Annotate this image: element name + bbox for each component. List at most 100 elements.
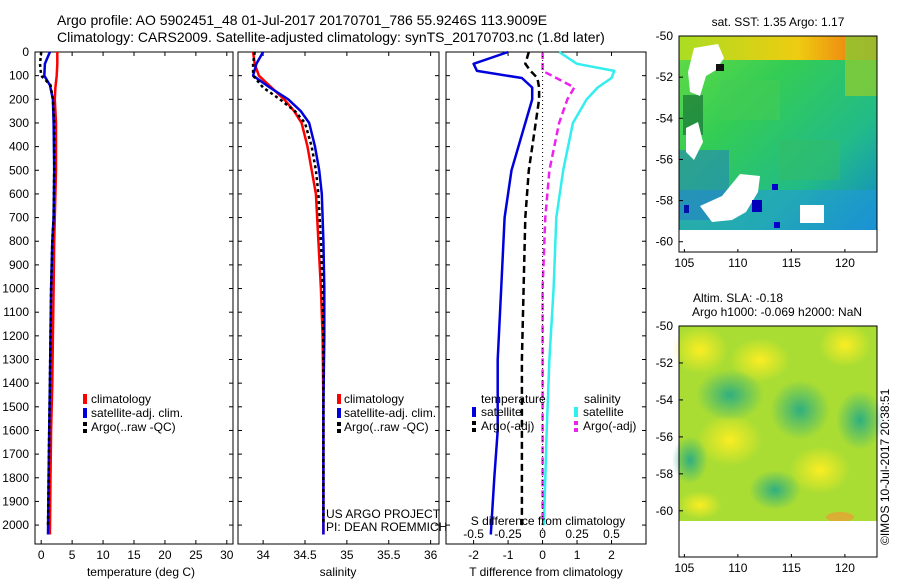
sla-x-tick-label: 115 xyxy=(782,561,801,575)
depth-tick-label: 500 xyxy=(9,163,29,177)
sst-axes-frame xyxy=(678,35,878,253)
difference-x2-tick-label: 0 xyxy=(539,527,546,541)
sla-blob-yellow-1 xyxy=(672,326,728,374)
sla-blob-green-1 xyxy=(696,369,764,421)
sla-map-title-line-1: Altim. SLA: -0.18 xyxy=(693,291,783,305)
depth-tick-label: 1000 xyxy=(2,282,29,296)
sla-blob-green-3 xyxy=(836,390,884,450)
temperature-x-tick-label: 30 xyxy=(220,548,234,562)
salinity-legend-satellite: satellite-adj. clim. xyxy=(344,406,436,420)
sst-cloud-mask-bottom xyxy=(679,230,877,252)
depth-tick-label: 600 xyxy=(9,187,29,201)
sla-map-panel: Altim. SLA: -0.18 Argo h1000: -0.069 h20… xyxy=(656,291,884,575)
depth-tick-label: 400 xyxy=(9,140,29,154)
sla-axes-frame xyxy=(678,325,878,558)
title-line-2: Climatology: CARS2009. Satellite-adjuste… xyxy=(57,29,605,45)
difference-x2-tick-label: -0.25 xyxy=(494,527,522,541)
difference-x-tick-label: 1 xyxy=(574,548,581,562)
depth-tick-label: 700 xyxy=(9,211,29,225)
depth-tick-label: 0 xyxy=(22,45,29,59)
difference-profile-panel: -2 -1 0 1 2 -0.5 -0.25 0 0.25 0.5 temperature sa… xyxy=(445,50,647,579)
sst-x-tick-label: 105 xyxy=(674,256,694,270)
difference-x2-tick-label: 0.25 xyxy=(565,527,589,541)
depth-tick-label: 1700 xyxy=(2,447,29,461)
temperature-x-tick-label: 5 xyxy=(69,548,76,562)
sst-y-tick-label: -58 xyxy=(656,194,674,208)
temperature-x-tick-label: 0 xyxy=(38,548,45,562)
difference-axes-frame xyxy=(445,51,647,545)
sst-speck-1 xyxy=(752,200,762,212)
sst-map-title: sat. SST: 1.35 Argo: 1.17 xyxy=(712,15,845,29)
sst-speck-3 xyxy=(774,222,780,228)
sst-x-tick-label: 120 xyxy=(835,256,855,270)
difference-legend-salinity-header: salinity xyxy=(584,392,621,406)
difference-x2-label: S difference from climatology xyxy=(471,514,626,528)
salinity-legend-swatch-argo xyxy=(337,422,341,426)
difference-x2-tick-label: -0.5 xyxy=(463,527,484,541)
salinity-series-argo-raw-qc- xyxy=(251,51,325,526)
depth-tick-label: 100 xyxy=(9,69,29,83)
temperature-x-label: temperature (deg C) xyxy=(87,565,195,579)
depth-tick-label: 1500 xyxy=(2,400,29,414)
sla-y-tick-label: -52 xyxy=(656,356,674,370)
sst-y-tick-label: -54 xyxy=(656,111,674,125)
salinity-legend-swatch-argo-b xyxy=(337,429,341,433)
difference-x-tick-label: 2 xyxy=(608,548,615,562)
sla-blob-green-4 xyxy=(749,470,801,510)
depth-tick-label: 900 xyxy=(9,258,29,272)
sla-blob-green-2 xyxy=(770,380,830,440)
sst-y-tick-label: -56 xyxy=(656,152,674,166)
salinity-x-tick-label: 34.5 xyxy=(293,548,317,562)
imos-watermark: ©IMOS 10-Jul-2017 20:38:51 xyxy=(878,388,892,545)
difference-legend-s-argo: Argo(-adj) xyxy=(583,419,636,433)
depth-tick-label: 1600 xyxy=(2,423,29,437)
difference-series-salinity-satellite xyxy=(542,50,616,526)
salinity-x-tick-label: 35.5 xyxy=(377,548,401,562)
sla-blob-yellow-6 xyxy=(678,491,722,519)
temperature-x-tick-label: 25 xyxy=(189,548,203,562)
sla-y-tick-label: -60 xyxy=(656,504,674,518)
difference-legend-swatch-t-satellite xyxy=(472,407,476,417)
sst-cloud-mask-right xyxy=(800,205,824,223)
difference-legend-swatch-s-argo xyxy=(574,421,578,425)
sla-y-tick-label: -56 xyxy=(656,430,674,444)
salinity-series-climatology xyxy=(251,51,325,535)
sla-x-tick-label: 105 xyxy=(674,561,694,575)
sst-speck-4 xyxy=(684,205,689,213)
difference-legend-swatch-s-satellite xyxy=(574,407,578,417)
sla-y-tick-label: -58 xyxy=(656,467,674,481)
salinity-legend-swatch-climatology xyxy=(337,394,341,404)
sst-field-green-patch xyxy=(720,80,780,120)
sst-x-tick-label: 115 xyxy=(782,256,801,270)
sst-y-tick-label: -60 xyxy=(656,235,674,249)
salinity-axes-frame xyxy=(237,51,440,545)
difference-series-salinity-argo-adj- xyxy=(541,52,576,526)
difference-legend-swatch-t-argo xyxy=(472,421,476,425)
sst-cloud-mask-left xyxy=(686,122,703,160)
salinity-legend: climatology satellite-adj. clim. Argo(..… xyxy=(337,392,436,434)
sst-y-tick-label: -52 xyxy=(656,70,674,84)
temperature-x-tick-label: 15 xyxy=(127,548,141,562)
salinity-annotation-line-2: PI: DEAN ROEMMICH xyxy=(326,520,447,534)
difference-x-tick-label: -1 xyxy=(503,548,514,562)
temperature-legend-swatch-argo xyxy=(83,422,87,426)
sst-y-tick-label: -50 xyxy=(656,29,674,43)
sst-cloud-mask-center xyxy=(700,174,760,222)
depth-tick-label: 1200 xyxy=(2,329,29,343)
temperature-legend-swatch-satellite xyxy=(83,408,87,418)
sla-blob-green-5 xyxy=(672,436,708,484)
depth-tick-label: 200 xyxy=(9,92,29,106)
difference-legend-swatch-t-argo-b xyxy=(472,428,476,432)
temperature-legend-satellite: satellite-adj. clim. xyxy=(91,406,183,420)
sst-field-green-patch-2 xyxy=(780,140,840,180)
depth-tick-label: 2000 xyxy=(2,518,29,532)
depth-tick-label: 1100 xyxy=(3,305,29,319)
depth-tick-label: 1300 xyxy=(2,353,29,367)
salinity-annotation-line-1: US ARGO PROJECT xyxy=(326,507,441,521)
temperature-legend-swatch-climatology xyxy=(83,394,87,404)
depth-tick-label: 1400 xyxy=(2,376,29,390)
sst-map-panel: sat. SST: 1.35 Argo: 1.17 105 110 115 120 -… xyxy=(656,15,878,270)
temperature-legend: climatology satellite-adj. clim. Argo(..… xyxy=(83,392,183,434)
sla-x-tick-label: 120 xyxy=(835,561,855,575)
salinity-legend-swatch-satellite xyxy=(337,408,341,418)
